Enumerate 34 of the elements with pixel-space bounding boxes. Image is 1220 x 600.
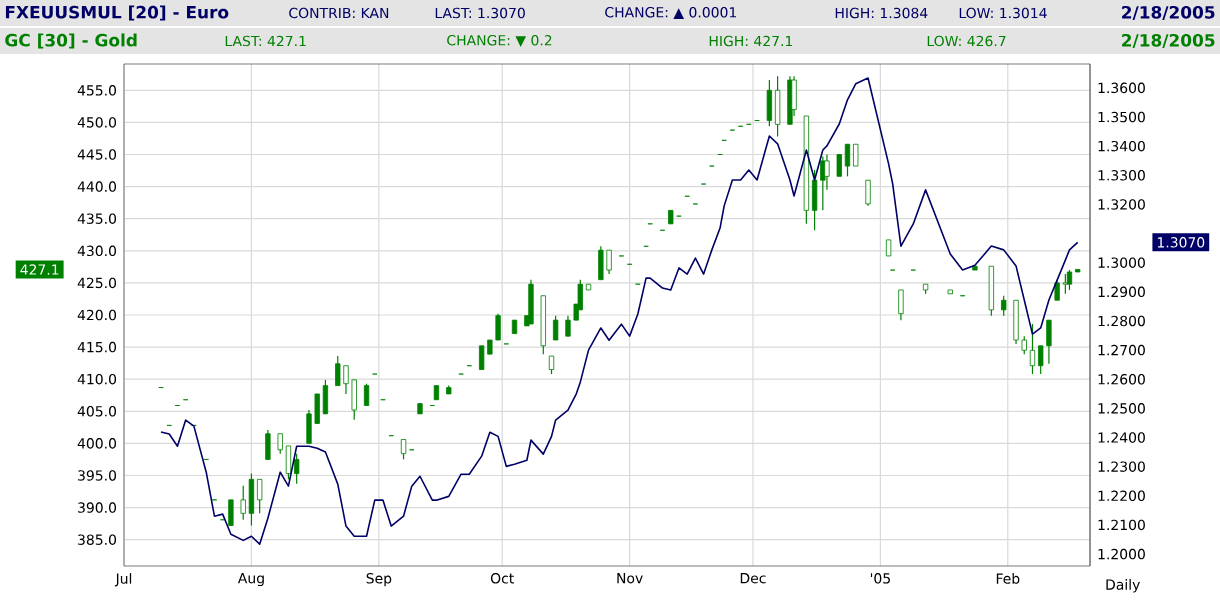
candlestick bbox=[1066, 269, 1073, 291]
candlestick bbox=[1062, 273, 1069, 295]
candlestick bbox=[787, 75, 793, 125]
text: GC [30] - Gold bbox=[5, 33, 137, 49]
candlestick bbox=[1013, 299, 1019, 345]
candlestick bbox=[766, 79, 773, 127]
text: 2/18/2005 bbox=[1122, 5, 1215, 21]
candlestick bbox=[1046, 319, 1052, 365]
candlestick bbox=[265, 429, 271, 461]
candlestick bbox=[1001, 295, 1007, 317]
candlestick bbox=[240, 485, 246, 521]
candlestick bbox=[865, 179, 871, 207]
candlestick bbox=[1029, 323, 1036, 375]
candlestick bbox=[1054, 279, 1060, 301]
candlestick bbox=[248, 472, 255, 527]
candlestick bbox=[898, 289, 904, 321]
candlestick bbox=[844, 143, 851, 177]
candlestick bbox=[606, 249, 612, 275]
candlestick bbox=[363, 383, 370, 407]
candlestick bbox=[853, 143, 859, 167]
candlestick bbox=[552, 315, 559, 341]
candlestick bbox=[335, 355, 341, 387]
text: FXEUUSMUL [20] - Euro bbox=[5, 5, 229, 21]
candlestick bbox=[478, 345, 485, 371]
candlestick bbox=[294, 453, 300, 485]
candlestick bbox=[257, 478, 263, 514]
candlestick bbox=[791, 75, 797, 117]
candlestick bbox=[988, 265, 995, 317]
candlestick bbox=[400, 438, 407, 461]
candlestick bbox=[228, 499, 234, 527]
candlestick bbox=[598, 245, 604, 281]
candlestick bbox=[774, 75, 781, 138]
line-series bbox=[160, 77, 1079, 545]
text: 2/18/2005 bbox=[1122, 33, 1215, 49]
